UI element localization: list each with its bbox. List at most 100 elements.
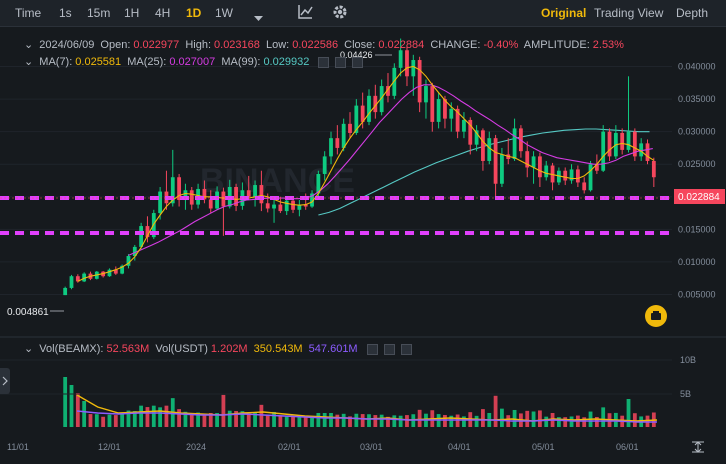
- volume-bar: [417, 409, 422, 427]
- candle-body: [310, 193, 314, 207]
- candle-body: [348, 123, 352, 133]
- candle-body: [531, 156, 536, 168]
- legend-date: 2024/06/09: [39, 39, 95, 51]
- volume-bar: [474, 415, 479, 427]
- reset-axis-icon[interactable]: [690, 440, 706, 459]
- volume-bar: [455, 414, 460, 427]
- amplitude-label: AMPLITUDE:: [523, 39, 590, 51]
- low-label: Low:: [265, 39, 290, 51]
- ma-close-icon[interactable]: [352, 56, 364, 68]
- candle-body: [575, 169, 580, 183]
- volume-bar: [398, 415, 403, 427]
- candle-body: [272, 204, 276, 209]
- ma-settings-icon[interactable]: [335, 56, 347, 68]
- candle-body: [582, 182, 587, 191]
- candle-body: [550, 165, 555, 183]
- vol-usdt-value: 1.202M: [210, 343, 248, 355]
- candle-body: [265, 203, 270, 209]
- vol-hide-icon[interactable]: [366, 343, 378, 355]
- volume-bar: [88, 414, 93, 427]
- date-axis-tick: 04/01: [448, 442, 471, 452]
- volume-bar: [354, 413, 359, 427]
- interval-4h[interactable]: 4H: [155, 6, 171, 20]
- price-chart[interactable]: BINANCE 0.040000 0.035000 0.030000 0.025000…: [0, 27, 726, 464]
- view-depth[interactable]: Depth: [676, 6, 709, 20]
- candles: [63, 38, 656, 296]
- candle-body: [594, 164, 599, 171]
- change-label: CHANGE:: [430, 39, 481, 51]
- open-value: 0.022977: [133, 39, 180, 51]
- date-axis: 11/01 12/01 2024 02/01 03/01 04/01 05/01 06/01: [7, 442, 639, 452]
- close-label: Close:: [344, 39, 376, 51]
- expand-panel-handle[interactable]: [0, 368, 10, 394]
- settings-gear-icon[interactable]: [332, 4, 348, 25]
- date-axis-tick: 03/01: [360, 442, 383, 452]
- volume-bar: [360, 414, 365, 427]
- candle-body: [69, 276, 74, 288]
- candle-body: [386, 86, 390, 96]
- view-trading-view[interactable]: Trading View: [594, 6, 664, 20]
- volume-bar: [449, 415, 454, 427]
- ma7-value: 0.025581: [75, 56, 122, 68]
- candle-body: [75, 276, 80, 282]
- ohlc-legend: ⌄ 2024/06/09 Open: 0.022977 High: 0.023168…: [24, 39, 624, 51]
- interval-1h[interactable]: 1H: [124, 6, 140, 20]
- candle-body: [341, 123, 346, 148]
- chart-toolbar: Time 1s 15m 1H 4H 1D 1W Original Trading…: [0, 0, 726, 27]
- candle-body: [107, 269, 112, 277]
- candle-body: [607, 131, 612, 157]
- current-price-tag: 0.022884: [678, 192, 720, 203]
- candle-body: [405, 50, 409, 77]
- candle-body: [379, 86, 384, 113]
- candle-body: [82, 273, 87, 282]
- candle-body: [278, 204, 283, 212]
- volume-bar: [240, 411, 245, 427]
- candle-body: [139, 226, 144, 247]
- volume-bar: [443, 414, 447, 427]
- ma-hide-icon[interactable]: [318, 56, 330, 68]
- candle-body: [354, 105, 359, 133]
- volume-bar: [139, 405, 144, 427]
- volume-bar: [373, 415, 378, 427]
- candle-body: [411, 60, 416, 77]
- interval-15m[interactable]: 15m: [87, 6, 111, 20]
- candle-body: [500, 154, 504, 184]
- price-axis-tick: 0.030000: [678, 127, 716, 137]
- candle-body: [120, 265, 125, 274]
- volume-bar: [310, 415, 314, 427]
- interval-1s[interactable]: 1s: [59, 6, 72, 20]
- candle-body: [556, 170, 561, 183]
- vol-settings-icon[interactable]: [383, 343, 395, 355]
- interval-1d[interactable]: 1D: [186, 6, 202, 20]
- volume-bar: [227, 410, 232, 427]
- volume-bar: [556, 417, 561, 427]
- indicator-icon[interactable]: [297, 4, 313, 25]
- price-axis-tick: 0.040000: [678, 62, 716, 72]
- vol-beamx-label: Vol(BEAMX):: [39, 343, 104, 355]
- ma99-label: MA(99):: [221, 56, 261, 68]
- more-intervals-dropdown-icon[interactable]: [254, 9, 263, 27]
- volume-bar: [120, 413, 125, 427]
- volume-bar: [594, 416, 599, 427]
- candle-body: [170, 177, 175, 204]
- low-marker: 0.004861: [7, 307, 49, 318]
- scroll-to-latest-button[interactable]: [645, 305, 667, 327]
- vol-usdt-label: Vol(USDT): [155, 343, 208, 355]
- candle-body: [246, 190, 251, 197]
- volume-bar: [367, 414, 371, 427]
- volume-bar: [63, 377, 68, 427]
- high-value: 0.023168: [214, 39, 260, 51]
- candle-body: [329, 138, 333, 157]
- current-price-tag-bg: [674, 189, 725, 204]
- vol-close-icon[interactable]: [400, 343, 412, 355]
- time-label[interactable]: Time: [15, 6, 42, 20]
- volume-bar: [94, 414, 99, 427]
- volume-bar: [132, 411, 137, 427]
- volume-bar: [101, 416, 106, 427]
- candle-body: [234, 187, 238, 206]
- view-original[interactable]: Original: [541, 6, 587, 20]
- candle-body: [183, 190, 188, 201]
- interval-1w[interactable]: 1W: [215, 6, 233, 20]
- volume-bar: [500, 408, 504, 427]
- volume-bar: [563, 417, 568, 427]
